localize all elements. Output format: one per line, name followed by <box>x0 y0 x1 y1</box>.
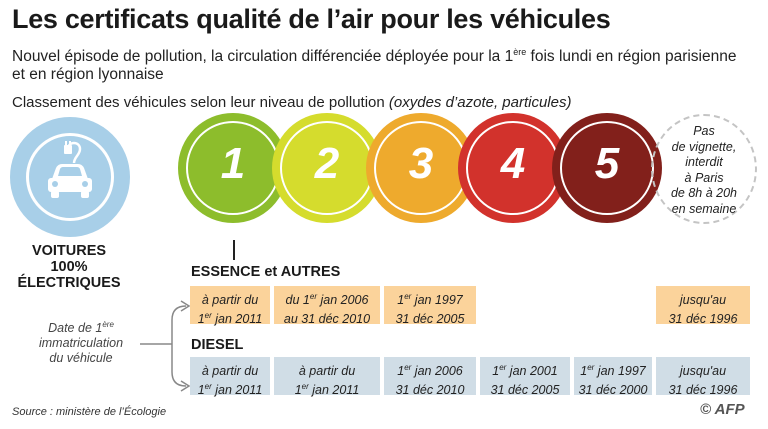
essence-cell-1: à partir du 1er jan 2011 <box>190 286 270 326</box>
diesel-label: DIESEL <box>191 337 244 353</box>
source-note: Source : ministère de l’Écologie <box>12 406 167 418</box>
subtitle: Nouvel épisode de pollution, la circulat… <box>12 47 737 84</box>
essence-label: ESSENCE et AUTRES <box>191 264 341 280</box>
essence-cell-4: jusqu'au 31 déc 1996 <box>656 286 750 326</box>
crit-air-number-5: 5 <box>594 139 620 188</box>
diesel-cell-2: à partir du 1er jan 2011 <box>274 357 380 397</box>
diesel-cell-1: à partir du 1er jan 2011 <box>190 357 270 397</box>
electric-vehicle-circle <box>10 117 130 237</box>
page-title: Les certificats qualité de l’air pour le… <box>12 4 611 34</box>
crit-air-number-4: 4 <box>500 139 526 188</box>
essence-cell-3: 1er jan 1997 31 déc 2005 <box>384 286 476 326</box>
diesel-cell-6: jusqu'au 31 déc 1996 <box>656 357 750 397</box>
diesel-cell-4: 1er jan 2001 31 déc 2005 <box>480 357 570 397</box>
category-1-marker <box>233 240 235 260</box>
electric-vehicles-label: VOITURES 100% ÉLECTRIQUES <box>17 243 121 291</box>
diesel-cell-5: 1er jan 1997 31 déc 2000 <box>574 357 652 397</box>
crit-air-circle-5: 5 <box>552 113 662 223</box>
no-vignette-circle <box>651 114 757 224</box>
no-vignette-text: Pas de vignette, interdit à Paris de 8h … <box>670 124 738 216</box>
essence-cell-2: du 1er jan 2006 au 31 déc 2010 <box>274 286 380 326</box>
classement-caption: Classement des véhicules selon leur nive… <box>12 94 572 111</box>
electric-car-icon <box>48 141 92 198</box>
diesel-cell-3: 1er jan 2006 31 déc 2010 <box>384 357 476 397</box>
crit-air-circle-1: 1 <box>178 113 288 223</box>
afp-logo: © AFP <box>700 401 745 418</box>
crit-air-circle-3: 3 <box>366 113 476 223</box>
crit-air-number-1: 1 <box>220 139 246 188</box>
registration-date-label: Date de 1ère immatriculation du véhicule <box>38 320 124 366</box>
crit-air-number-2: 2 <box>314 139 340 188</box>
crit-air-number-3: 3 <box>408 139 434 188</box>
crit-air-circle-4: 4 <box>458 113 568 223</box>
